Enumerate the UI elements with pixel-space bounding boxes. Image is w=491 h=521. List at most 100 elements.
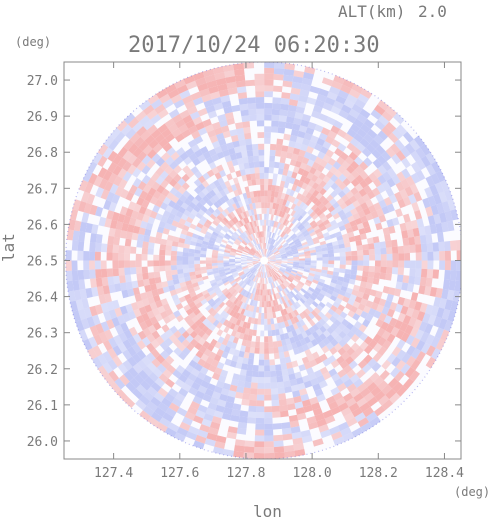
scan-cell	[295, 231, 302, 237]
scan-cell	[202, 195, 210, 203]
scan-cell	[188, 312, 197, 320]
scan-cell	[216, 314, 223, 322]
scan-cell	[269, 255, 276, 259]
scan-cell	[213, 102, 224, 111]
scan-cell	[283, 288, 289, 295]
scan-cell	[339, 360, 349, 370]
scan-cell	[111, 317, 121, 327]
scan-cell	[298, 254, 305, 257]
scan-cell	[424, 186, 434, 198]
scan-cell	[327, 245, 334, 251]
scan-cell	[359, 332, 369, 342]
scan-cell	[338, 243, 345, 249]
scan-cell	[222, 130, 231, 139]
scan-cell	[244, 237, 250, 244]
scan-cell	[402, 196, 412, 207]
scan-cell	[226, 206, 233, 214]
scan-cell	[373, 202, 382, 211]
scan-cell	[268, 244, 272, 250]
scan-cell	[212, 194, 220, 202]
scan-cell	[177, 343, 186, 352]
scan-cell	[306, 97, 317, 105]
scan-cell	[304, 266, 311, 271]
scan-cell	[280, 284, 285, 290]
scan-cell	[292, 147, 301, 155]
scan-cell	[349, 195, 358, 204]
scan-cell	[376, 327, 386, 337]
scan-cell	[167, 279, 174, 287]
scan-cell	[432, 242, 440, 252]
scan-cell	[305, 279, 313, 285]
scan-cell	[327, 205, 335, 213]
scan-cell	[247, 279, 252, 285]
scan-cell	[157, 226, 165, 234]
scan-cell	[90, 278, 97, 288]
scan-cell	[177, 186, 187, 195]
scan-cell	[375, 144, 386, 155]
scan-cell	[278, 162, 285, 170]
scan-cell	[273, 266, 280, 270]
scan-cell	[420, 243, 428, 253]
scan-cell	[297, 233, 304, 239]
scan-cell	[238, 271, 244, 276]
scan-cell	[253, 190, 258, 198]
scan-cell	[322, 260, 329, 264]
scan-cell	[172, 236, 180, 243]
x-axis: 127.4 127.6 127.8 128.0 128.2 128.4	[94, 62, 464, 481]
scan-cell	[196, 201, 204, 210]
scan-cell	[402, 237, 410, 246]
scan-cell	[78, 179, 89, 192]
scan-cell	[284, 287, 290, 294]
scan-cell	[390, 367, 401, 378]
scan-cell	[346, 142, 356, 152]
scan-cell	[363, 118, 375, 129]
scan-cell	[282, 218, 288, 226]
scan-cell	[92, 152, 103, 165]
scan-cell	[258, 271, 262, 278]
scan-cell	[284, 294, 290, 301]
y-tick-label: 26.3	[27, 327, 58, 342]
scan-cell	[155, 354, 166, 364]
scan-cell	[324, 222, 332, 229]
scan-cell	[217, 258, 224, 261]
scan-cell	[262, 237, 265, 243]
scan-cell	[373, 272, 381, 279]
scan-cell	[254, 441, 265, 448]
scan-cell	[251, 143, 259, 151]
scan-cell	[303, 336, 311, 344]
scan-cell	[119, 275, 126, 284]
scan-cell	[211, 391, 221, 400]
scan-cell	[283, 68, 295, 76]
scan-cell	[83, 269, 90, 280]
scan-cell	[264, 184, 269, 191]
scan-cell	[258, 143, 265, 150]
scan-cell	[237, 356, 244, 364]
scan-cell	[211, 262, 218, 266]
scan-cell	[411, 348, 421, 360]
scan-cell	[302, 243, 309, 248]
scan-cell	[399, 322, 409, 333]
scan-cell	[262, 272, 264, 278]
scan-cell	[335, 397, 346, 407]
scan-cell	[108, 370, 119, 382]
scan-cell	[215, 289, 222, 295]
scan-cell	[160, 152, 171, 162]
scan-cell	[296, 206, 302, 214]
scan-cell	[359, 108, 371, 119]
scan-cell	[181, 369, 191, 378]
scan-cell	[270, 282, 274, 289]
scan-cell	[243, 452, 255, 459]
scan-cell	[185, 147, 195, 157]
scan-cell	[304, 262, 311, 266]
scan-cell	[294, 449, 306, 457]
scan-cell	[276, 292, 281, 299]
scan-cell	[96, 286, 105, 296]
scan-cell	[144, 134, 155, 145]
scan-cell	[338, 173, 347, 183]
scan-cell	[240, 109, 249, 117]
scan-cell	[257, 243, 261, 250]
scan-cell	[282, 274, 288, 279]
scan-cell	[335, 308, 343, 316]
scan-cell	[248, 242, 254, 248]
scan-cell	[388, 225, 396, 234]
